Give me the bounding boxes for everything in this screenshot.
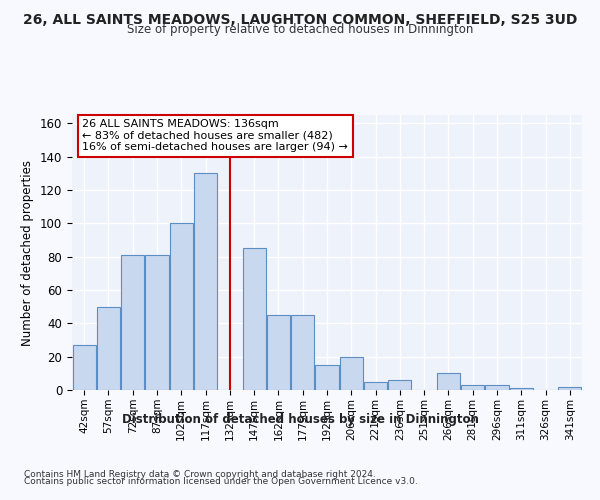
Text: Size of property relative to detached houses in Dinnington: Size of property relative to detached ho… (127, 22, 473, 36)
Bar (170, 224, 193, 390)
Bar (364, 382, 387, 390)
Bar (510, 388, 533, 390)
Bar (73, 345, 95, 390)
Bar (559, 386, 581, 390)
Bar (267, 315, 290, 390)
Text: 26 ALL SAINTS MEADOWS: 136sqm
← 83% of detached houses are smaller (482)
16% of : 26 ALL SAINTS MEADOWS: 136sqm ← 83% of d… (82, 119, 348, 152)
Bar (97, 306, 120, 390)
Text: Distribution of detached houses by size in Dinnington: Distribution of detached houses by size … (122, 412, 478, 426)
Y-axis label: Number of detached properties: Number of detached properties (22, 160, 34, 346)
Bar (121, 255, 144, 390)
Bar (485, 385, 509, 390)
Text: Contains HM Land Registry data © Crown copyright and database right 2024.: Contains HM Land Registry data © Crown c… (24, 470, 376, 479)
Bar (340, 356, 363, 390)
Text: Contains public sector information licensed under the Open Government Licence v3: Contains public sector information licen… (24, 478, 418, 486)
Bar (242, 248, 266, 390)
Bar (316, 365, 338, 390)
Bar (291, 315, 314, 390)
Text: 26, ALL SAINTS MEADOWS, LAUGHTON COMMON, SHEFFIELD, S25 3UD: 26, ALL SAINTS MEADOWS, LAUGHTON COMMON,… (23, 12, 577, 26)
Bar (461, 385, 484, 390)
Bar (388, 380, 412, 390)
Bar (437, 374, 460, 390)
Bar (194, 174, 217, 390)
Bar (145, 255, 169, 390)
